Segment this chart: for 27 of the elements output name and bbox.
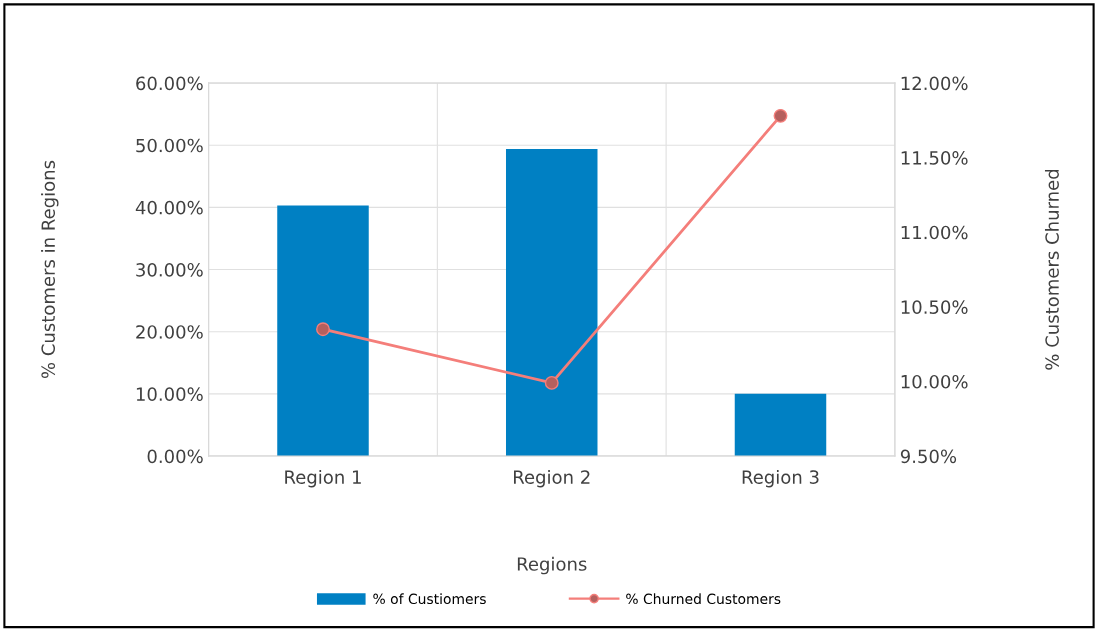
y-tick-label: 50.00% (136, 138, 203, 153)
point (544, 375, 559, 390)
y-tick-label: 30.00% (136, 262, 203, 277)
y-tick-label: 40.00% (135, 200, 203, 215)
y2-tick-label: 11.50% (901, 151, 968, 165)
y-tick-label: 60.00% (136, 76, 203, 91)
y-axis-title: % Customers in Regions (41, 160, 59, 379)
y-tick-label: 0.00% (147, 449, 203, 464)
bar (277, 205, 369, 457)
bar (734, 393, 827, 457)
y2-tick-label: 10.00% (901, 374, 968, 389)
y-tick-label: 20.00% (136, 325, 203, 339)
bar (506, 148, 598, 457)
y2-tick-label: 9.50% (900, 449, 957, 464)
legend-label: % Churned Customers (626, 593, 781, 605)
y2-tick-label: 11.00% (901, 225, 968, 240)
y2-tick-label: 10.50% (901, 300, 968, 314)
y-tick-label: 10.00% (136, 387, 203, 401)
x-tick-label: Region 1 (285, 469, 361, 488)
point (316, 322, 330, 337)
point (773, 108, 788, 123)
legend-label: % of Custiomers (373, 593, 486, 605)
y2-axis-title: % Customers Churned (1044, 169, 1059, 370)
x-tick-label: Region 2 (514, 469, 590, 488)
x-tick-label: Region 3 (742, 469, 819, 488)
y2-tick-label: 12.00% (901, 76, 968, 91)
x-axis-title: Regions (517, 556, 587, 575)
